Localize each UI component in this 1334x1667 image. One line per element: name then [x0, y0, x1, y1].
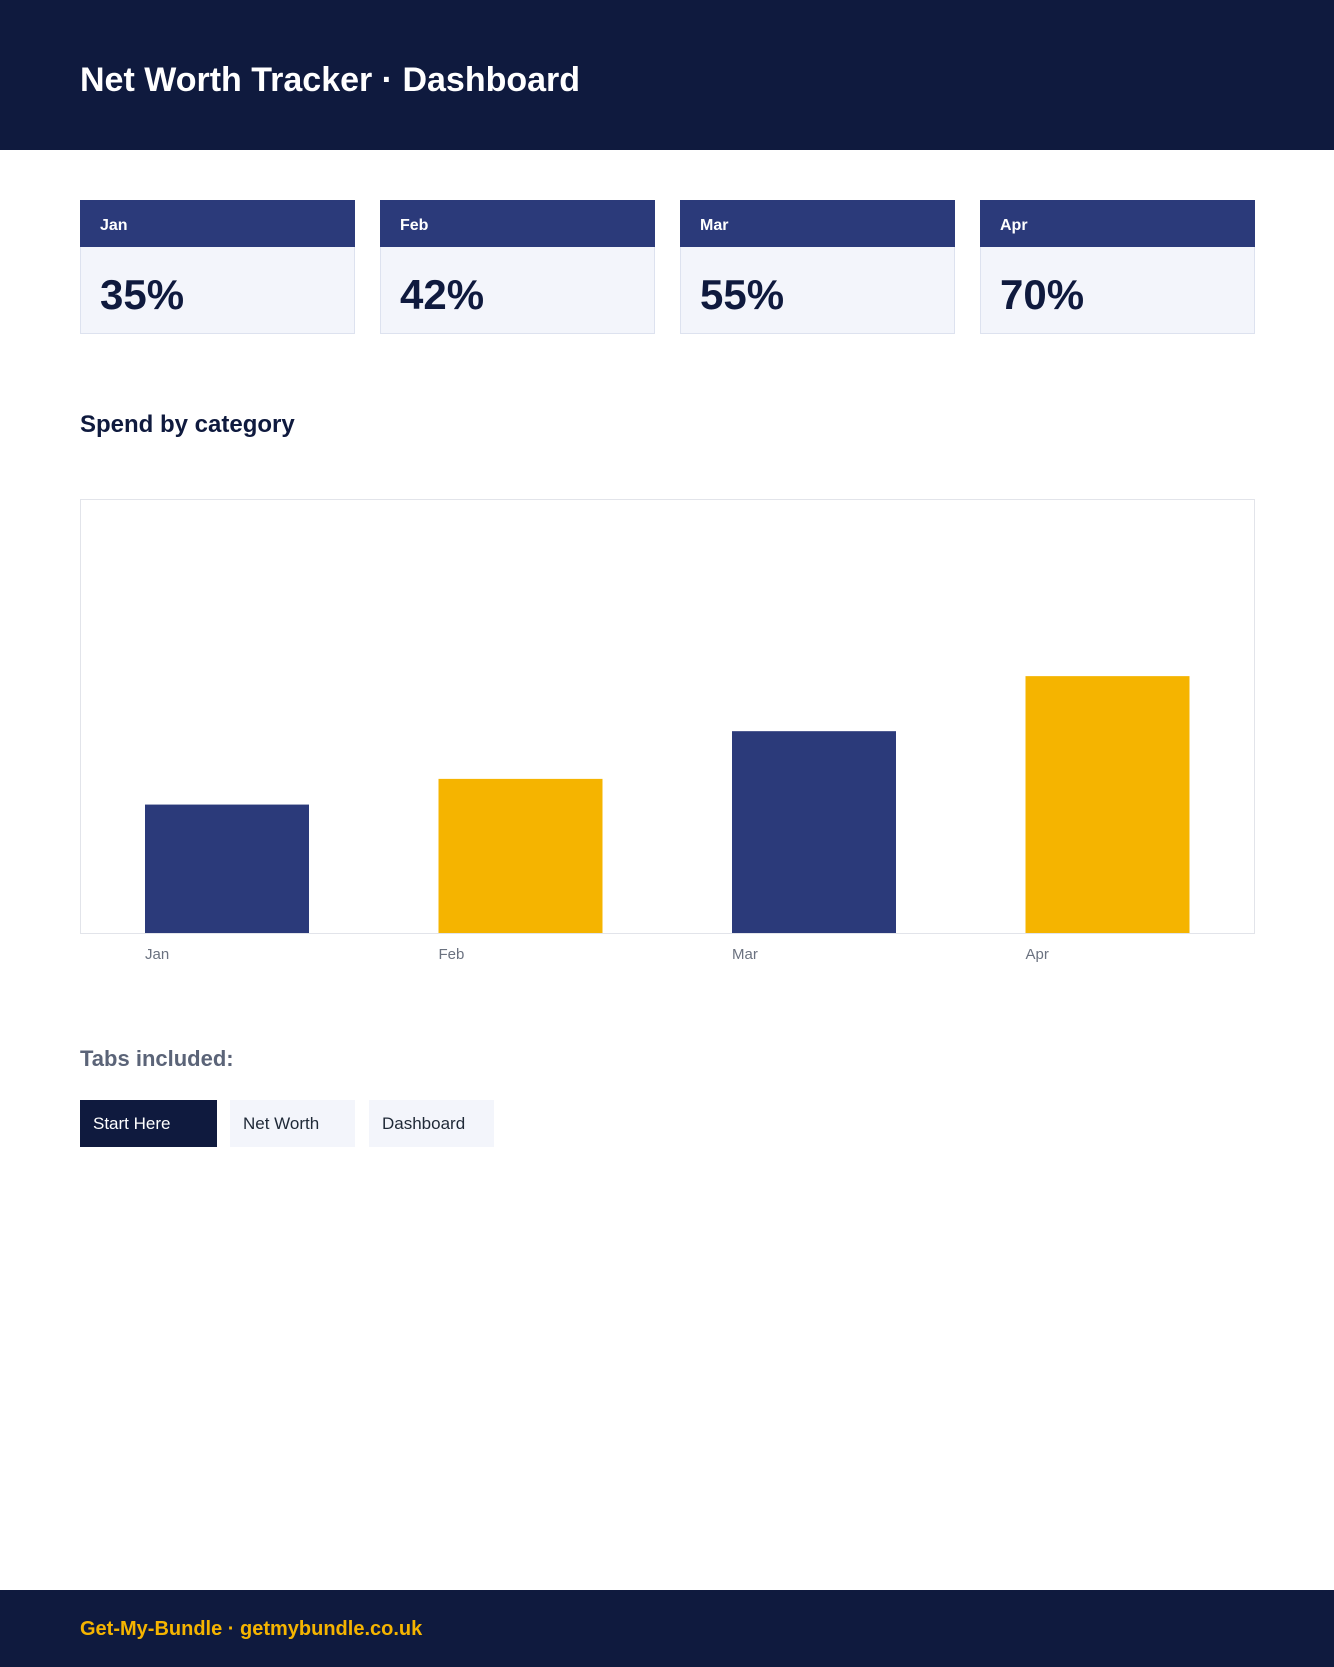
bar-jan — [145, 804, 309, 933]
card-label: Apr — [1000, 217, 1028, 234]
bar-chart — [80, 499, 1255, 934]
tab-net-worth[interactable]: Net Worth — [230, 1100, 355, 1147]
month-cards: Jan 35% Feb 42% Mar 55% Apr 70% — [80, 200, 1256, 334]
bar-apr — [1025, 676, 1190, 933]
card-jan: Jan 35% — [80, 200, 355, 334]
card-header: Jan — [80, 200, 355, 247]
tab-dashboard[interactable]: Dashboard — [369, 1100, 494, 1147]
tabs-title: Tabs included: — [80, 1046, 234, 1071]
card-feb: Feb 42% — [380, 200, 655, 334]
x-tick-label: Apr — [1025, 946, 1049, 963]
card-label: Feb — [400, 217, 429, 234]
card-value: 42% — [400, 271, 485, 318]
card-header: Apr — [980, 200, 1255, 247]
card-label: Mar — [700, 217, 729, 234]
x-tick-label: Jan — [145, 946, 170, 963]
bar-mar — [732, 731, 896, 933]
card-mar: Mar 55% — [680, 200, 955, 334]
card-label: Jan — [100, 217, 128, 234]
tab-start-here[interactable]: Start Here — [80, 1100, 217, 1147]
x-axis-labels: Jan Feb Mar Apr — [80, 946, 1255, 966]
card-value: 55% — [700, 271, 785, 318]
card-value: 70% — [1000, 271, 1085, 318]
card-header: Mar — [680, 200, 955, 247]
page-title: Net Worth Tracker · Dashboard — [80, 61, 581, 99]
card-apr: Apr 70% — [980, 200, 1255, 334]
section-title: Spend by category — [80, 411, 295, 438]
footer-brand: Get-My-Bundle · getmybundle.co.uk — [80, 1618, 423, 1640]
bar-chart-plot — [145, 676, 1190, 933]
header-bar: Net Worth Tracker · Dashboard — [0, 0, 1334, 150]
card-header: Feb — [380, 200, 655, 247]
footer-bar: Get-My-Bundle · getmybundle.co.uk — [0, 1590, 1334, 1667]
card-value: 35% — [100, 271, 185, 318]
bar-feb — [438, 778, 603, 933]
x-tick-label: Mar — [732, 946, 758, 963]
x-tick-label: Feb — [438, 946, 465, 963]
